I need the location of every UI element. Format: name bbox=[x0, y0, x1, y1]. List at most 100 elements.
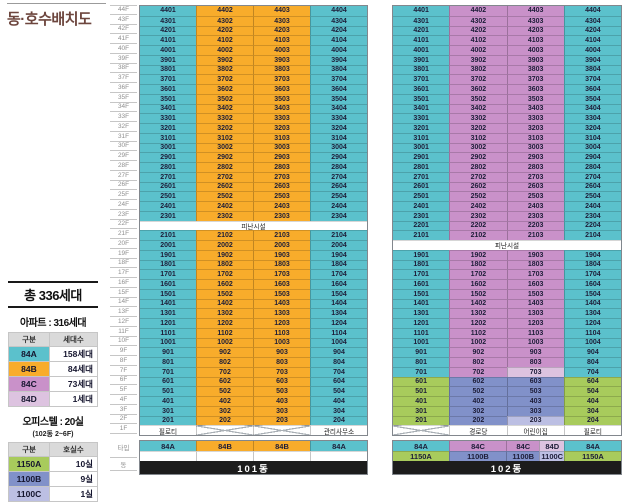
unit-cell: 3702 bbox=[449, 74, 507, 84]
unit-cell: 601 bbox=[140, 376, 196, 387]
unit-cell: 3203 bbox=[253, 123, 310, 133]
floor-label: 7F bbox=[110, 366, 137, 376]
unit-cell: 503 bbox=[506, 386, 564, 396]
unit-cell: 2304 bbox=[563, 210, 621, 221]
floor-row: 1601 1602 1603 1604 bbox=[140, 279, 367, 289]
unit-cell: 3602 bbox=[449, 84, 507, 94]
unit-cell: 4304 bbox=[563, 15, 621, 26]
floor-row: 4301 4302 4303 4304 bbox=[393, 15, 621, 26]
unit-cell: 804 bbox=[563, 357, 621, 367]
unit-cell: 1304 bbox=[563, 308, 621, 318]
floor-row: 1201 1202 1203 1204 bbox=[393, 318, 621, 328]
unit-cell: 301 bbox=[140, 405, 196, 416]
floor-row: 3601 3602 3603 3604 bbox=[140, 84, 367, 94]
unit-cell: 2902 bbox=[449, 152, 507, 162]
unit-cell: 2102 bbox=[196, 230, 253, 240]
unit-cell: 1103 bbox=[253, 327, 310, 338]
type-row: 84A 84C 84C 84D 84A bbox=[393, 441, 621, 451]
unit-cell: 602 bbox=[449, 376, 507, 387]
unit-cell: 3904 bbox=[310, 54, 367, 65]
floor-label: 22F bbox=[110, 220, 137, 230]
unit-cell: 3404 bbox=[310, 103, 367, 114]
unit-cell: 504 bbox=[310, 386, 367, 396]
unit-cell: 3803 bbox=[506, 64, 564, 75]
tower-name-bar: 101동 bbox=[140, 461, 367, 475]
unit-cell: 901 bbox=[140, 347, 196, 357]
unit-cell: 2803 bbox=[253, 162, 310, 172]
legend-total-households: 총 336세대 bbox=[8, 281, 98, 308]
unit-cell: 201 bbox=[393, 415, 450, 426]
unit-cell: 2301 bbox=[140, 210, 196, 221]
unit-cell: 2903 bbox=[506, 152, 564, 162]
type-row: 84A 84B 84B 84A bbox=[140, 441, 367, 451]
legend-row: 1100C 1실 bbox=[8, 486, 99, 502]
legend-count-cell: 1실 bbox=[48, 486, 99, 502]
floor-row: 401 402 403 404 bbox=[140, 396, 367, 406]
floor-row: 901 902 903 904 bbox=[140, 347, 367, 357]
dong-row-label: 동 bbox=[110, 458, 137, 471]
unit-cell: 3504 bbox=[310, 93, 367, 104]
closed-area-cell bbox=[393, 425, 450, 435]
unit-cell: 3701 bbox=[393, 74, 450, 84]
unit-cell: 703 bbox=[506, 366, 564, 377]
floor-label: 25F bbox=[110, 190, 137, 200]
floor-label: 2F bbox=[110, 415, 137, 425]
unit-cell: 1001 bbox=[140, 337, 196, 348]
floor-row: 경로당 어린이집 필로티 bbox=[393, 425, 621, 435]
evacuation-facility-cell: 피난시설 bbox=[393, 240, 621, 250]
floor-row: 3501 3502 3503 3504 bbox=[140, 93, 367, 104]
floor-row: 3001 3002 3003 3004 bbox=[393, 142, 621, 153]
ground-floor-facility-cell: 필로티 bbox=[140, 425, 196, 435]
unit-cell: 3301 bbox=[140, 113, 196, 123]
unit-cell: 3202 bbox=[196, 123, 253, 133]
unit-cell: 3101 bbox=[393, 132, 450, 143]
floor-row: 1701 1702 1703 1704 bbox=[140, 269, 367, 279]
unit-cell: 2604 bbox=[563, 181, 621, 192]
unit-cell: 1901 bbox=[393, 249, 450, 260]
unit-cell: 401 bbox=[140, 396, 196, 406]
unit-cell: 3901 bbox=[140, 54, 196, 65]
unit-cell: 3003 bbox=[253, 142, 310, 153]
unit-cell: 3803 bbox=[253, 64, 310, 75]
unit-cell: 3804 bbox=[563, 64, 621, 75]
unit-cell: 4302 bbox=[449, 15, 507, 26]
unit-cell: 2802 bbox=[196, 162, 253, 172]
legend-type-cell: 1150A bbox=[8, 456, 50, 472]
unit-cell: 3902 bbox=[449, 54, 507, 65]
type-cell: 1100B bbox=[449, 451, 506, 461]
floor-label: 27F bbox=[110, 171, 137, 181]
unit-cell: 1203 bbox=[506, 318, 564, 328]
floor-row: 501 502 503 504 bbox=[393, 386, 621, 396]
floor-row: 1901 1902 1903 1904 bbox=[140, 249, 367, 260]
floor-label: 3F bbox=[110, 405, 137, 415]
unit-cell: 1404 bbox=[563, 298, 621, 309]
floor-row: 201 202 203 204 bbox=[393, 415, 621, 426]
tower-name-bar: 102동 bbox=[393, 461, 621, 475]
unit-cell: 2203 bbox=[506, 220, 564, 231]
floor-row: 201 202 203 204 bbox=[140, 415, 367, 426]
floor-row: 4201 4202 4203 4204 bbox=[140, 25, 367, 36]
unit-cell: 204 bbox=[310, 415, 367, 426]
floor-row: 1001 1002 1003 1004 bbox=[140, 337, 367, 348]
unit-cell: 202 bbox=[449, 415, 507, 426]
unit-cell: 2103 bbox=[506, 230, 564, 240]
unit-cell: 3501 bbox=[140, 93, 196, 104]
legend-type-cell: 84B bbox=[8, 361, 50, 377]
floor-label: 44F bbox=[110, 5, 137, 15]
type-cell: 84B bbox=[253, 441, 310, 451]
floor-row: 3101 3102 3103 3104 bbox=[393, 132, 621, 143]
unit-cell: 3802 bbox=[449, 64, 507, 75]
floor-label: 16F bbox=[110, 278, 137, 288]
unit-cell: 502 bbox=[196, 386, 253, 396]
unit-cell: 1703 bbox=[506, 269, 564, 279]
unit-cell: 1804 bbox=[310, 259, 367, 270]
floor-row: 2801 2802 2803 2804 bbox=[393, 162, 621, 172]
floor-row: 3401 3402 3403 3404 bbox=[140, 103, 367, 114]
unit-cell: 1102 bbox=[449, 327, 507, 338]
unit-cell: 303 bbox=[253, 405, 310, 416]
floor-label: 33F bbox=[110, 112, 137, 122]
floor-row: 2301 2302 2303 2304 bbox=[140, 210, 367, 221]
unit-cell: 701 bbox=[393, 366, 450, 377]
unit-cell: 3604 bbox=[563, 84, 621, 94]
unit-cell: 3201 bbox=[393, 123, 450, 133]
